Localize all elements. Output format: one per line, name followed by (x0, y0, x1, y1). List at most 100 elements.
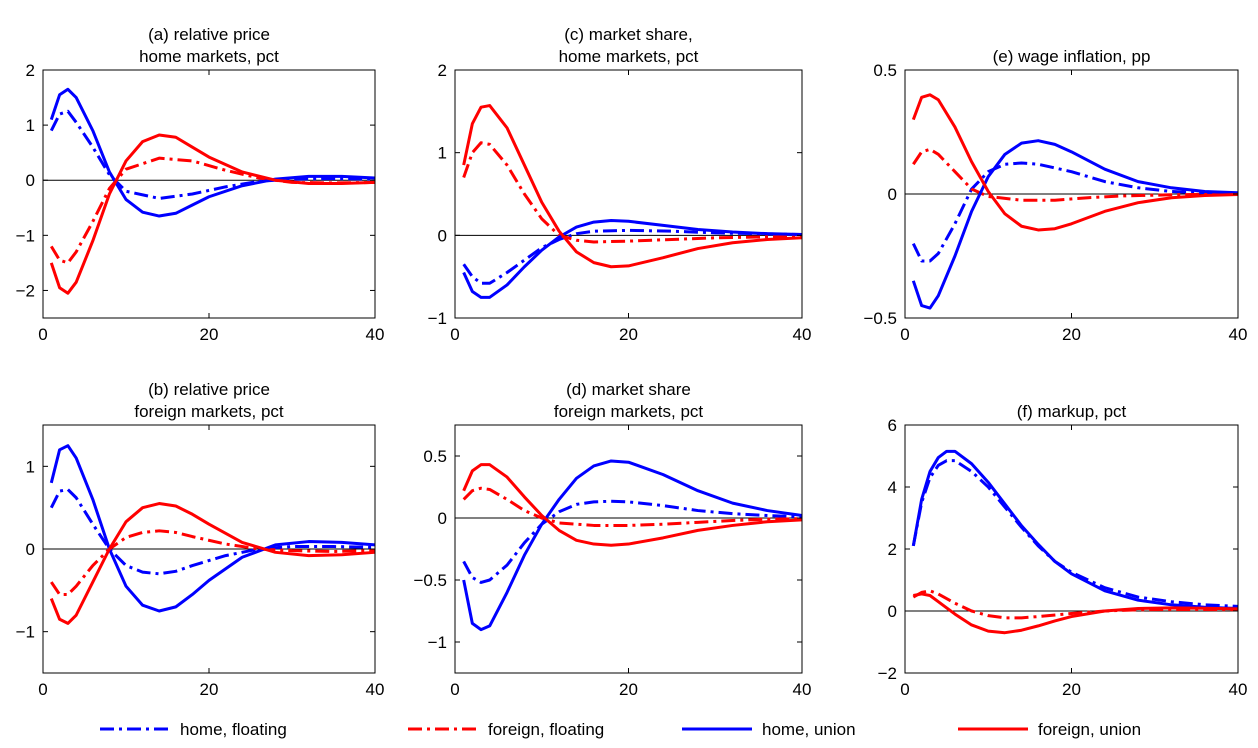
panel-4: (b) relative price foreign markets, pct 0 2… (16, 380, 385, 699)
y-tick-label: 2 (888, 540, 897, 559)
y-tick-label: −1 (16, 623, 35, 642)
series-line-foreign-floating (912, 147, 1239, 202)
series-line-home-union (49, 87, 376, 218)
y-tick-label: 1 (438, 144, 447, 163)
legend-label: home, floating (180, 720, 287, 739)
x-tick-label: 40 (366, 680, 385, 699)
series-line-foreign-union (911, 93, 1239, 232)
panel-title-line: (a) relative price (148, 25, 270, 44)
x-tick-label: 0 (38, 325, 47, 344)
x-tick-label: 0 (900, 680, 909, 699)
legend-label: foreign, floating (488, 720, 604, 739)
series-line-foreign-union (49, 502, 376, 625)
y-tick-label: −2 (16, 281, 35, 300)
y-tick-label: 2 (26, 61, 35, 80)
y-tick-label: 0 (438, 226, 447, 245)
series-line-foreign-floating (462, 141, 803, 244)
series-line-foreign-union (462, 104, 803, 269)
x-tick-label: 0 (900, 325, 909, 344)
y-tick-label: 0.5 (423, 447, 447, 466)
y-tick-label: 4 (888, 478, 897, 497)
series-line-foreign-union (49, 133, 376, 295)
series-group (49, 87, 376, 295)
series-line-home-floating (462, 499, 803, 584)
series-line-home-union (911, 449, 1239, 611)
y-tick-label: −2 (878, 664, 897, 683)
y-tick-label: 0.5 (873, 61, 897, 80)
series-line-home-floating (462, 228, 803, 285)
series-line-home-floating (911, 459, 1239, 608)
axes-frame (454, 69, 803, 319)
panel-title-line: home markets, pct (559, 47, 699, 66)
x-tick-label: 20 (1062, 325, 1081, 344)
y-tick-label: 0 (26, 540, 35, 559)
panel-title-line: (b) relative price (148, 380, 270, 399)
x-tick-label: 20 (619, 680, 638, 699)
x-tick-label: 40 (793, 680, 812, 699)
panel-title-line: (f) markup, pct (1017, 402, 1127, 421)
axes-frame (904, 424, 1239, 674)
series-group (462, 459, 803, 632)
legend-item: foreign, union (958, 720, 1141, 739)
panel-title-line: (d) market share (566, 380, 691, 399)
series-group (49, 444, 376, 625)
y-tick-label: 6 (888, 416, 897, 435)
panel-title-line: foreign markets, pct (554, 402, 704, 421)
y-tick-label: −1 (428, 309, 447, 328)
x-tick-label: 40 (366, 325, 385, 344)
x-tick-label: 20 (200, 325, 219, 344)
legend-item: foreign, floating (408, 720, 604, 739)
legend-item: home, union (682, 720, 856, 739)
y-tick-label: 1 (26, 116, 35, 135)
series-group (911, 449, 1239, 635)
series-line-home-floating (49, 487, 376, 576)
series-line-home-union (462, 218, 803, 299)
x-tick-label: 40 (793, 325, 812, 344)
legend-item: home, floating (100, 720, 287, 739)
series-line-foreign-union (913, 592, 1239, 635)
y-tick-label: −0.5 (863, 309, 897, 328)
panel-title-line: foreign markets, pct (134, 402, 284, 421)
series-line-home-floating (49, 109, 376, 200)
y-tick-label: −0.5 (413, 571, 447, 590)
legend-label: foreign, union (1038, 720, 1141, 739)
series-line-foreign-floating (50, 529, 376, 596)
legend-label: home, union (762, 720, 856, 739)
x-tick-label: 20 (1062, 680, 1081, 699)
x-tick-label: 20 (619, 325, 638, 344)
series-line-home-union (462, 459, 803, 632)
y-tick-label: −1 (16, 226, 35, 245)
y-tick-label: 2 (438, 61, 447, 80)
x-tick-label: 40 (1229, 680, 1248, 699)
series-group (911, 93, 1239, 310)
legend: home, floating foreign, floating home, uni… (100, 720, 1141, 739)
series-line-home-union (911, 139, 1239, 310)
x-tick-label: 20 (200, 680, 219, 699)
y-tick-label: 0 (888, 602, 897, 621)
x-tick-label: 0 (450, 325, 459, 344)
y-tick-label: 1 (26, 457, 35, 476)
series-line-foreign-floating (50, 156, 376, 265)
series-group (462, 104, 803, 299)
series-line-foreign-union (462, 463, 803, 547)
x-tick-label: 0 (38, 680, 47, 699)
y-tick-label: 0 (438, 509, 447, 528)
x-tick-label: 0 (450, 680, 459, 699)
y-tick-label: 0 (888, 185, 897, 204)
axes-frame (42, 69, 376, 319)
y-tick-label: −1 (428, 633, 447, 652)
panel-3: (e) wage inflation, pp0 20 40−0.500.5 (863, 47, 1247, 344)
y-tick-label: 0 (26, 171, 35, 190)
panel-title-line: (e) wage inflation, pp (993, 47, 1151, 66)
series-line-home-floating (911, 161, 1239, 263)
panel-5: (d) market share foreign markets, pct 0 20 4… (413, 380, 811, 699)
panel-title-line: (c) market share, (564, 25, 692, 44)
series-line-home-union (49, 444, 376, 613)
x-tick-label: 40 (1229, 325, 1248, 344)
panel-title-line: home markets, pct (139, 47, 279, 66)
